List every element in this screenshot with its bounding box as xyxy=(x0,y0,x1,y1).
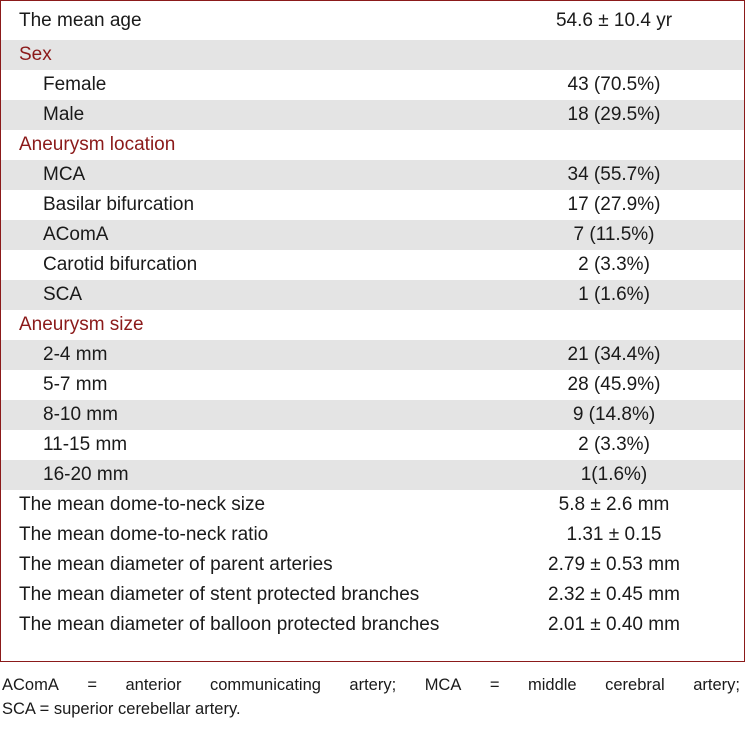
section-header-row: Sex xyxy=(1,40,744,70)
table-row: Carotid bifurcation 2 (3.3%) xyxy=(1,250,744,280)
table-row: 8-10 mm 9 (14.8%) xyxy=(1,400,744,430)
row-label: 2-4 mm xyxy=(43,344,108,365)
table-row: 5-7 mm 28 (45.9%) xyxy=(1,370,744,400)
row-value: 2.79 ± 0.53 mm xyxy=(548,554,680,575)
footnote-word: anterior xyxy=(125,676,182,694)
section-label: Aneurysm location xyxy=(19,134,176,155)
table-row: Basilar bifurcation 17 (27.9%) xyxy=(1,190,744,220)
row-value: 2.32 ± 0.45 mm xyxy=(548,584,680,605)
row-label: SCA xyxy=(43,284,83,305)
footnote-word: artery; xyxy=(693,676,740,694)
row-value: 54.6 ± 10.4 yr xyxy=(555,9,673,31)
row-value: 17 (27.9%) xyxy=(567,194,661,215)
footnote-line-2: SCA = superior cerebellar artery. xyxy=(2,700,241,718)
row-value: 2.01 ± 0.40 mm xyxy=(548,614,680,635)
row-value: 28 (45.9%) xyxy=(567,374,661,395)
table-row: The mean dome-to-neck size 5.8 ± 2.6 mm xyxy=(1,490,744,520)
row-value: 7 (11.5%) xyxy=(573,224,655,245)
table-row: The mean diameter of balloon protected b… xyxy=(1,610,744,640)
row-label: The mean diameter of stent protected bra… xyxy=(19,584,420,605)
table-row: AComA 7 (11.5%) xyxy=(1,220,744,250)
table-row: The mean age 54.6 ± 10.4 yr xyxy=(1,1,744,40)
row-value: 34 (55.7%) xyxy=(567,164,661,185)
footnote-word: artery; xyxy=(349,676,397,694)
row-label: MCA xyxy=(43,164,86,185)
footnote-word: AComA xyxy=(2,676,59,694)
row-label: The mean age xyxy=(19,9,142,31)
section-label: Aneurysm size xyxy=(19,314,144,335)
row-value: 43 (70.5%) xyxy=(567,74,661,95)
row-label: 11-15 mm xyxy=(43,434,128,455)
footnote-word: = xyxy=(87,676,97,694)
row-value: 1(1.6%) xyxy=(580,464,648,485)
section-header-row: Aneurysm location xyxy=(1,130,744,160)
table-row: SCA 1 (1.6%) xyxy=(1,280,744,310)
table-row: Female 43 (70.5%) xyxy=(1,70,744,100)
table-row: 2-4 mm 21 (34.4%) xyxy=(1,340,744,370)
row-value: 1.31 ± 0.15 xyxy=(566,524,662,545)
footnote-word: cerebral xyxy=(605,676,665,694)
row-label: The mean diameter of balloon protected b… xyxy=(19,614,440,635)
row-label: Carotid bifurcation xyxy=(43,254,198,275)
row-label: The mean dome-to-neck ratio xyxy=(19,524,269,545)
table-row: 16-20 mm 1(1.6%) xyxy=(1,460,744,490)
row-value: 9 (14.8%) xyxy=(572,404,656,425)
row-label: 16-20 mm xyxy=(43,464,129,485)
footnote-word: = xyxy=(489,676,500,694)
table-row: 11-15 mm 2 (3.3%) xyxy=(1,430,744,460)
row-label: AComA xyxy=(43,224,109,245)
table-row: Male 18 (29.5%) xyxy=(1,100,744,130)
row-label: Basilar bifurcation xyxy=(43,194,195,215)
footnote-word: communicating xyxy=(209,676,321,694)
row-label: 8-10 mm xyxy=(43,404,118,425)
row-label: The mean diameter of parent arteries xyxy=(19,554,333,575)
row-label: 5-7 mm xyxy=(43,374,108,395)
row-value: 2 (3.3%) xyxy=(578,254,650,275)
section-header-row: Aneurysm size xyxy=(1,310,744,340)
row-value: 1 (1.6%) xyxy=(578,284,650,305)
row-label: Female xyxy=(43,74,107,95)
characteristics-table: The mean age 54.6 ± 10.4 yr Sex Female 43 … xyxy=(0,0,745,662)
table-row: The mean diameter of parent arteries 2.79… xyxy=(1,550,744,580)
footnote-word: middle xyxy=(528,676,577,694)
row-value: 18 (29.5%) xyxy=(567,104,661,125)
footnote-line-1: AComA = anterior communicating artery; M… xyxy=(2,673,740,697)
table-row: MCA 34 (55.7%) xyxy=(1,160,744,190)
section-label: Sex xyxy=(19,44,52,65)
row-value: 21 (34.4%) xyxy=(567,344,661,365)
row-label: Male xyxy=(43,104,85,125)
footnote-word: MCA xyxy=(424,676,462,694)
table-row: The mean diameter of stent protected bra… xyxy=(1,580,744,610)
table-footnote: AComA = anterior communicating artery; M… xyxy=(2,673,740,721)
row-label: The mean dome-to-neck size xyxy=(19,494,266,515)
row-value: 2 (3.3%) xyxy=(578,434,650,455)
row-value: 5.8 ± 2.6 mm xyxy=(558,494,670,515)
table-row: The mean dome-to-neck ratio 1.31 ± 0.15 xyxy=(1,520,744,550)
